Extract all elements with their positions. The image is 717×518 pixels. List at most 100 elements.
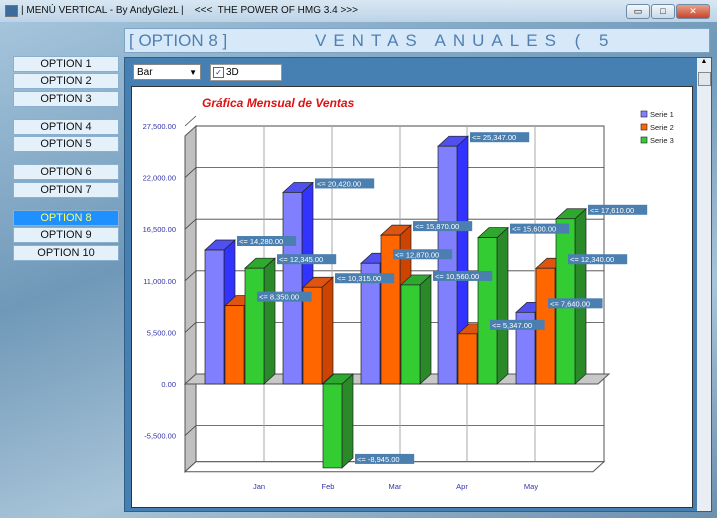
data-label-bg (433, 270, 493, 281)
chart-area: Gráfica Mensual de Ventas 27,500.00 22,000… (131, 86, 693, 508)
header-option: [ OPTION 8 ] (129, 31, 228, 50)
legend-label: Serie 3 (650, 136, 674, 145)
data-label: <= 8,350.00 (259, 293, 299, 302)
menu-item-option-2[interactable]: OPTION 2 (13, 73, 119, 89)
data-label: <= 15,600.00 (512, 225, 556, 234)
gridline-side (184, 167, 197, 178)
bar-serie-3-jan (244, 257, 276, 385)
bar-front (224, 305, 245, 385)
checkmark-icon: ✓ (213, 67, 224, 78)
data-label-bg (335, 273, 395, 284)
data-label-bg (490, 319, 545, 330)
bar-front (477, 237, 498, 385)
bar-serie-3-apr (477, 226, 509, 385)
bar-serie-3-may (555, 207, 587, 385)
x-tick-label: Jan (253, 482, 265, 491)
bar-side (574, 207, 587, 385)
bar-front (302, 286, 323, 385)
legend-label: Serie 1 (650, 110, 674, 119)
minimize-button[interactable]: ▭ (626, 4, 650, 19)
bar-front (204, 249, 225, 385)
bar-side (341, 373, 354, 469)
x-tick-label: Feb (322, 482, 335, 491)
gridline-side (184, 270, 197, 282)
chevron-down-icon: ▼ (189, 68, 197, 77)
data-label: <= 5,347.00 (492, 321, 532, 330)
data-label: <= 12,340.00 (570, 255, 614, 264)
y-tick-label: -5,500.00 (144, 432, 176, 441)
data-label-bg (413, 221, 473, 232)
menu-item-option-7[interactable]: OPTION 7 (13, 182, 119, 198)
3d-label: 3D (226, 67, 239, 78)
menu-item-option-6[interactable]: OPTION 6 (13, 164, 119, 180)
data-label-bg (470, 132, 530, 143)
side-wall (184, 124, 197, 473)
menu-item-option-8[interactable]: OPTION 8 (13, 210, 119, 226)
menu-item-option-4[interactable]: OPTION 4 (13, 119, 119, 135)
chart-panel: Bar ▼ ✓ 3D Gráfica Mensual de Ventas 27,500… (124, 57, 712, 512)
page-header: [ OPTION 8 ] VENTAS ANUALES ( 5 MESES ) (124, 28, 710, 73)
data-label: <= 7,640.00 (550, 299, 590, 308)
bar-front (400, 284, 421, 385)
app-icon (5, 5, 18, 17)
scroll-thumb[interactable] (698, 72, 711, 86)
data-label-bg (315, 178, 375, 189)
y-tick-label: 5,500.00 (147, 328, 176, 337)
data-label-bg (510, 223, 570, 234)
3d-checkbox[interactable]: ✓ 3D (210, 64, 282, 81)
menu-item-option-5[interactable]: OPTION 5 (13, 136, 119, 152)
maximize-button[interactable]: □ (651, 4, 675, 19)
data-label: <= 10,315.00 (337, 274, 381, 283)
bar-side (419, 274, 432, 385)
bar-front (360, 262, 381, 385)
bar-front (515, 311, 536, 385)
data-label-bg (548, 298, 603, 309)
gridline-side (184, 115, 197, 127)
menu-item-option-1[interactable]: OPTION 1 (13, 56, 119, 72)
legend-swatch (640, 123, 648, 131)
gridline-side (184, 425, 197, 436)
window-title: | MENÚ VERTICAL - By AndyGlezL | <<< THE… (21, 5, 358, 16)
gridline-side (184, 322, 197, 333)
bar-serie-3-feb (322, 373, 354, 469)
data-label-bg (568, 254, 628, 265)
data-label: <= 15,870.00 (415, 222, 459, 231)
data-label: <= -8,945.00 (357, 455, 400, 464)
title-bar: | MENÚ VERTICAL - By AndyGlezL | <<< THE… (0, 0, 717, 22)
bar-front (282, 192, 303, 385)
menu-item-option-10[interactable]: OPTION 10 (13, 245, 119, 261)
bar-side (263, 257, 276, 385)
y-tick-label: 0.00 (161, 380, 176, 389)
legend-swatch (640, 110, 648, 118)
data-label: <= 14,280.00 (239, 237, 283, 246)
bar-serie-1-apr (437, 135, 469, 385)
bar-front (457, 333, 478, 385)
data-label-bg (355, 453, 415, 464)
data-label: <= 25,347.00 (472, 133, 516, 142)
bar-front (380, 234, 401, 385)
bar-front (244, 267, 265, 385)
data-label-bg (277, 254, 337, 265)
y-tick-label: 27,500.00 (143, 122, 176, 131)
bar-serie-2-feb (302, 276, 334, 385)
bar-side (321, 276, 334, 385)
vertical-scrollbar[interactable]: ▲ (697, 58, 711, 511)
bar-side (496, 226, 509, 385)
data-label-bg (237, 236, 297, 247)
scroll-up-icon[interactable]: ▲ (700, 58, 708, 65)
chart-type-select[interactable]: Bar ▼ (133, 64, 201, 80)
y-tick-label: 22,000.00 (143, 174, 176, 183)
chart-title: Gráfica Mensual de Ventas (202, 96, 355, 110)
gridline-side (184, 218, 197, 230)
data-label-bg (588, 204, 648, 215)
x-tick-label: Mar (389, 482, 402, 491)
close-button[interactable]: ✕ (676, 4, 710, 19)
bar-chart: Gráfica Mensual de Ventas 27,500.00 22,000… (143, 96, 674, 491)
bar-serie-3-mar (400, 274, 432, 385)
data-label-bg (393, 249, 453, 260)
y-tick-label: 11,000.00 (143, 277, 176, 286)
chart-type-value: Bar (137, 67, 153, 78)
menu-item-option-9[interactable]: OPTION 9 (13, 227, 119, 243)
data-label: <= 10,560.00 (435, 272, 479, 281)
menu-item-option-3[interactable]: OPTION 3 (13, 91, 119, 107)
